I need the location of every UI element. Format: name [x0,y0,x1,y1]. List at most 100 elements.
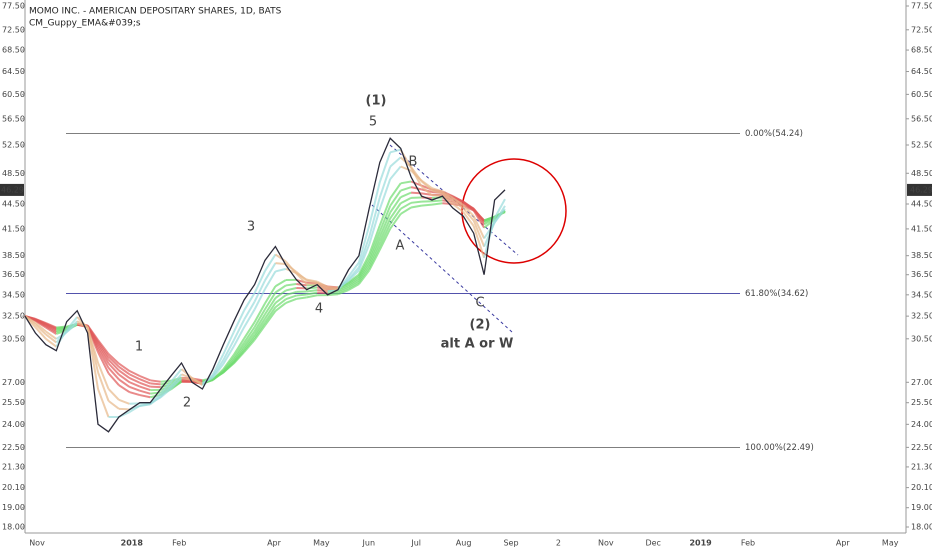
ema-ribbon [462,207,475,222]
ema-ribbon [243,321,256,339]
y-tick-label: 77.50 [2,2,25,11]
ema-ribbon [274,279,287,288]
ema-ribbon [264,270,277,290]
ema-ribbon [347,281,360,290]
ema-ribbon [389,190,402,207]
ema-ribbon [253,270,266,294]
price-tag [907,183,932,196]
ema-ribbon [232,326,246,348]
ema-ribbon [347,275,360,285]
y-tick-label: 52.50 [2,140,25,149]
ema-ribbon [275,262,286,266]
y-tick-label: 56.50 [2,114,25,123]
x-tick-label: Apr [836,539,851,548]
ema-ribbon [232,310,246,333]
ema-ribbon [378,212,392,238]
ema-ribbon [232,341,245,359]
ema-ribbon [400,191,412,199]
y-tick-label: 21.30 [911,462,932,471]
ema-ribbon [107,355,120,368]
ema-ribbon [368,197,381,237]
y-tick-label: 68.50 [911,46,932,55]
ema-ribbon [493,198,506,219]
wave-label: 2 [183,396,191,411]
y-tick-label: 72.50 [2,25,25,34]
ema-ribbon [275,267,287,273]
wave-label: 4 [315,302,323,317]
wave-label: (1) [366,94,387,109]
ema-ribbon [274,284,287,294]
ema-ribbon [378,197,392,226]
ema-ribbon [400,206,412,215]
ema-ribbon [34,323,47,336]
ema-ribbon [410,169,423,182]
ema-ribbon [389,213,402,230]
price-tag-label: 46.29 [1,185,24,194]
ema-ribbon [107,388,120,401]
ema-ribbon [462,211,475,227]
y-tick-label: 60.50 [911,90,932,99]
y-tick-label: 21.30 [2,462,25,471]
y-tick-label: 18.00 [2,523,25,532]
ema-ribbon [337,285,349,292]
ema-ribbon [159,381,172,395]
ema-ribbon [45,322,57,329]
y-tick-label: 38.50 [2,251,25,260]
y-tick-label: 72.50 [911,25,932,34]
ema-ribbon [222,339,235,361]
ema-ribbon [378,205,392,232]
x-tick-label: 2018 [121,539,144,548]
ema-ribbon [170,377,183,390]
ema-ribbon [472,225,486,259]
ema-ribbon [306,291,318,296]
ema-ribbon [347,266,360,281]
ema-ribbon [118,369,130,379]
ema-ribbon [150,382,161,386]
ema-ribbon [358,266,371,283]
ema-ribbon [420,179,433,190]
ema-ribbon [139,385,151,392]
ema-ribbon [222,354,235,370]
y-tick-label: 24.00 [911,420,932,429]
ema-ribbon [274,253,287,263]
ema-ribbon [462,203,475,211]
ema-ribbon [285,294,297,301]
y-tick-label: 48.50 [911,169,932,178]
ema-ribbon [118,365,130,376]
ema-ribbon [378,228,392,251]
ema-ribbon [149,396,162,404]
ema-ribbon [243,301,256,321]
ema-ribbon [243,339,256,353]
y-tick-label: 22.50 [911,443,932,452]
wave-label: (2) [470,318,491,333]
y-tick-label: 25.50 [2,398,25,407]
y-tick-label: 22.50 [2,443,25,452]
y-tick-label: 36.50 [2,270,25,279]
ema-ribbon [274,302,287,312]
fib-label: 61.80%(34.62) [745,289,808,299]
ema-ribbon [431,189,443,195]
y-tick-label: 64.50 [2,67,25,76]
ema-ribbon [264,285,277,304]
ema-ribbon [358,260,371,279]
ema-ribbon [97,372,110,402]
ema-ribbon [442,202,453,205]
ema-ribbon [357,224,371,263]
ema-ribbon [431,187,443,193]
x-tick-label: Dec [645,539,660,548]
ema-ribbon [483,217,496,226]
ema-ribbon [327,293,339,297]
ema-ribbon [400,165,412,172]
ema-ribbon [347,269,360,282]
ema-ribbon [222,346,235,365]
ema-ribbon [452,199,464,210]
ema-ribbon [118,398,130,405]
ema-ribbon [274,289,287,299]
ema-ribbon [129,391,141,397]
ema-ribbon [253,302,266,323]
wave-label: B [409,155,418,170]
ema-ribbon [389,196,402,214]
ema-ribbon [253,288,266,311]
ema-ribbon [347,261,360,278]
ema-ribbon [400,186,412,192]
